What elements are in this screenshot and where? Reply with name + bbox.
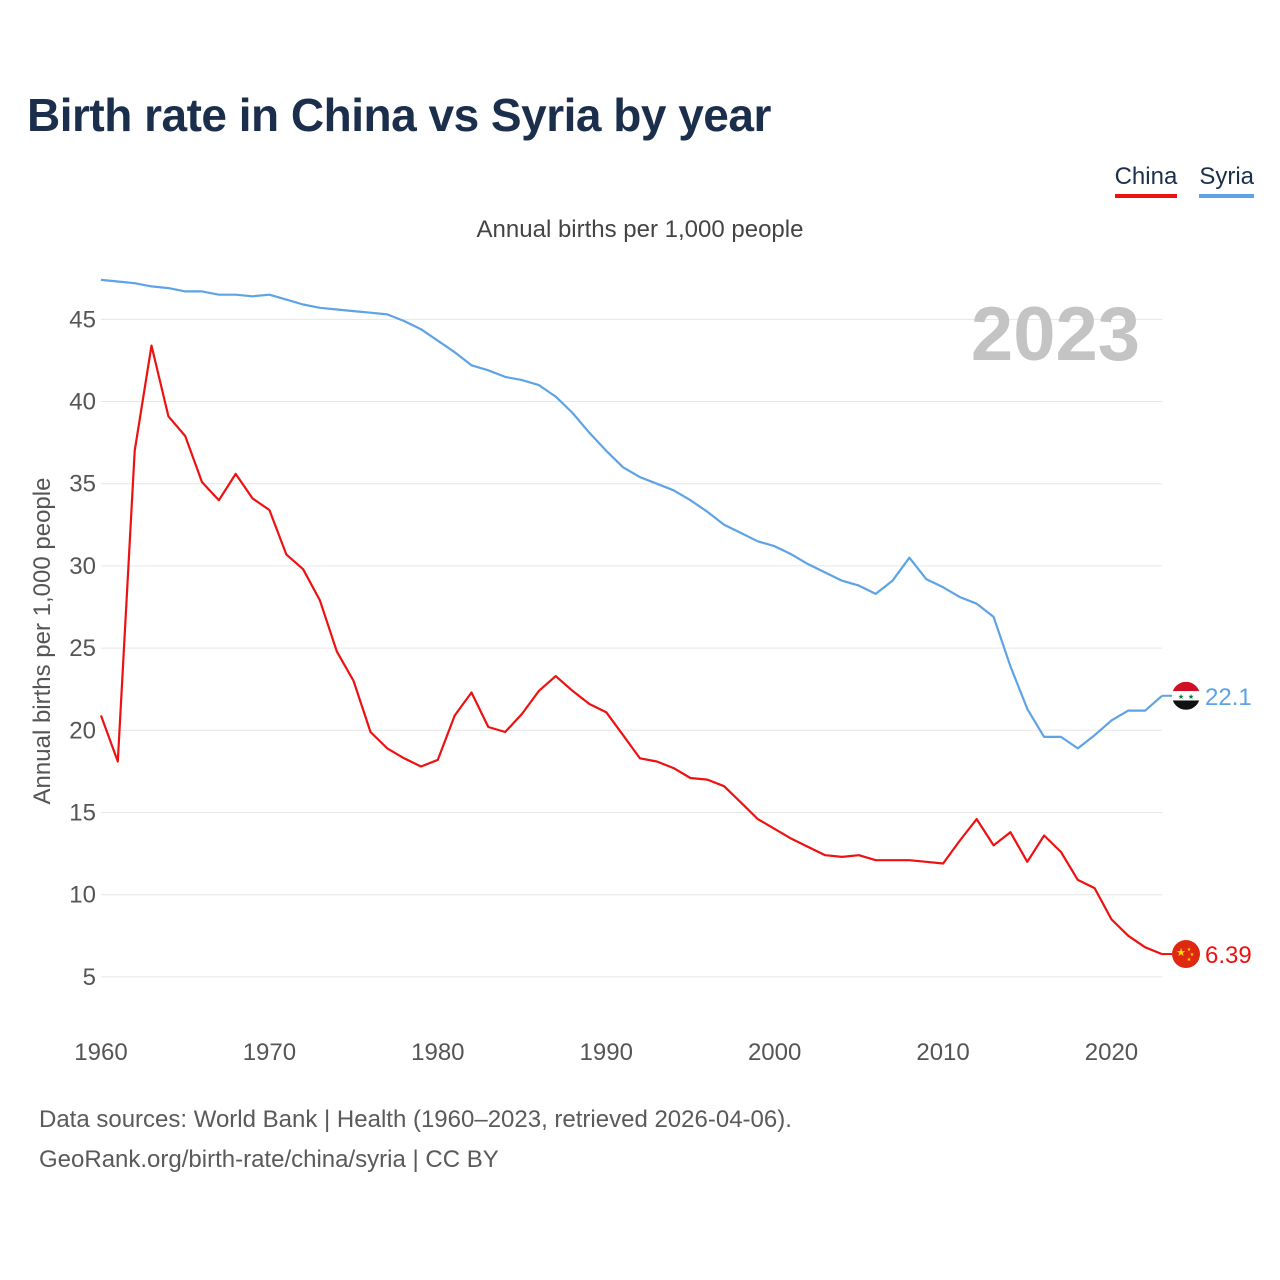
svg-text:★: ★ — [1187, 947, 1192, 953]
line-chart: 2023 5 10 15 20 25 30 35 40 45 1960 1970 1980 1990 2… — [29, 278, 1252, 1066]
syria-end-value: 22.1 — [1205, 684, 1252, 711]
series-lines — [99, 278, 1163, 956]
x-tick-label: 1980 — [411, 1039, 464, 1066]
y-tick-label: 25 — [69, 635, 96, 662]
series-line-china[interactable] — [99, 344, 1163, 956]
y-tick-label: 5 — [83, 964, 96, 991]
footer-link[interactable]: GeoRank.org/birth-rate/china/syria | CC … — [39, 1146, 499, 1173]
legend-item-syria[interactable]: Syria — [1199, 164, 1254, 198]
y-axis-ticks: 5 10 15 20 25 30 35 40 45 — [69, 306, 96, 991]
y-tick-label: 30 — [69, 553, 96, 580]
x-tick-label: 2000 — [748, 1039, 801, 1066]
svg-text:★: ★ — [1178, 693, 1184, 701]
x-tick-label: 1960 — [74, 1039, 127, 1066]
y-tick-label: 15 — [69, 800, 96, 827]
chart-subtitle: Annual births per 1,000 people — [476, 216, 804, 243]
svg-text:★: ★ — [1188, 693, 1194, 701]
y-tick-label: 10 — [69, 882, 96, 909]
y-tick-label: 35 — [69, 471, 96, 498]
y-axis-label: Annual births per 1,000 people — [29, 478, 56, 805]
x-tick-label: 2020 — [1085, 1039, 1138, 1066]
y-tick-label: 40 — [69, 389, 96, 416]
y-tick-label: 20 — [69, 717, 96, 744]
x-axis-ticks: 1960 1970 1980 1990 2000 2010 2020 — [74, 1039, 1138, 1066]
series-line-syria[interactable] — [100, 278, 1163, 750]
x-tick-label: 2010 — [916, 1039, 969, 1066]
china-flag-icon: ★ ★ ★ ★ — [1172, 940, 1200, 969]
svg-text:★: ★ — [1190, 952, 1195, 958]
y-tick-label: 45 — [69, 306, 96, 333]
svg-text:★: ★ — [1187, 957, 1192, 963]
chart-title: Birth rate in China vs Syria by year — [27, 89, 771, 141]
china-end-marker[interactable]: ★ ★ ★ ★ 6.39 — [1162, 940, 1252, 969]
china-end-value: 6.39 — [1205, 942, 1252, 969]
year-watermark: 2023 — [971, 292, 1140, 377]
x-tick-label: 1970 — [243, 1039, 296, 1066]
syria-flag-icon: ★ ★ — [1172, 681, 1200, 710]
syria-end-marker[interactable]: ★ ★ 22.1 — [1162, 681, 1252, 711]
svg-text:★: ★ — [1176, 946, 1186, 959]
x-tick-label: 1990 — [580, 1039, 633, 1066]
grid-lines — [101, 318, 1162, 978]
legend: China Syria — [1114, 164, 1254, 198]
footer-sources: Data sources: World Bank | Health (1960–… — [39, 1106, 792, 1133]
legend-item-china[interactable]: China — [1114, 164, 1178, 198]
